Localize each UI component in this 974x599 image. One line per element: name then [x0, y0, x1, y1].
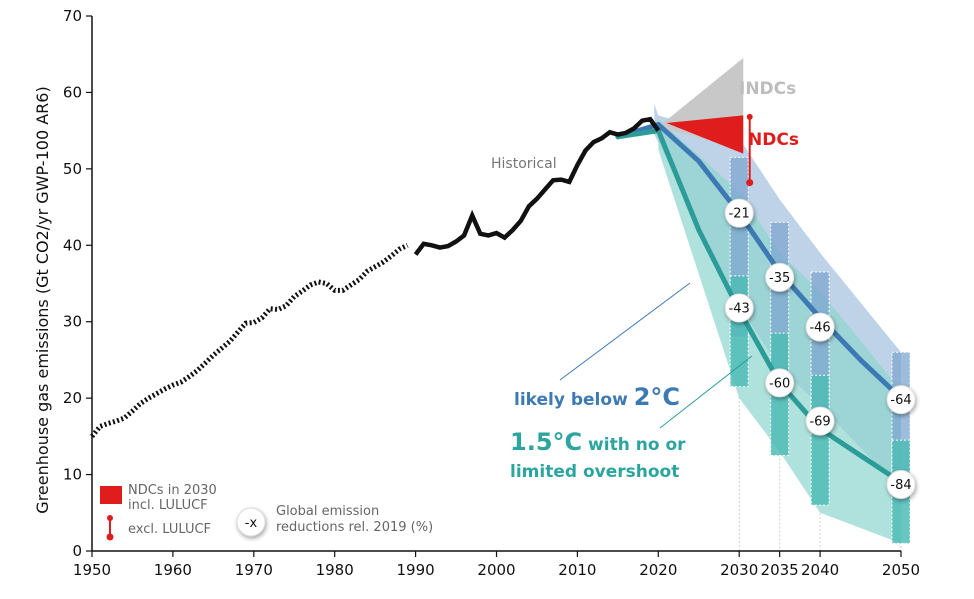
y-tick-label-20: 20	[63, 389, 82, 407]
ndcs-excl-top	[746, 113, 753, 120]
legend-circle-line1: Global emission	[276, 504, 379, 519]
ndcs-label: NDCs	[748, 130, 799, 150]
reduction-circle-0	[724, 198, 754, 228]
x-tick-label-2030: 2030	[720, 561, 758, 579]
legend-excl-text: excl. LULUCF	[128, 522, 211, 537]
historical-solid-line	[413, 116, 661, 256]
historical-label: Historical	[491, 156, 557, 172]
label-likely-2c: likely below 2°C	[514, 383, 680, 411]
x-tick-label-1970: 1970	[235, 561, 273, 579]
y-tick-label-50: 50	[63, 160, 82, 178]
leader-2c	[559, 282, 691, 381]
x-tick-label-2010: 2010	[558, 561, 596, 579]
label-15c: 1.5°C with no or	[510, 428, 686, 456]
label-15c-line2: limited overshoot	[510, 462, 679, 482]
y-tick-label-40: 40	[63, 236, 82, 254]
reduction-label-6: -69	[809, 415, 830, 430]
leader-15c	[659, 355, 753, 429]
series-lines	[615, 122, 904, 485]
reduction-circle-7	[886, 470, 916, 500]
legend-circle-icon	[236, 507, 266, 537]
legend: NDCs in 2030 incl. LULUCF excl. LULUCF -…	[100, 483, 433, 541]
reduction-label-2: -46	[809, 321, 830, 336]
reduction-label-3: -64	[890, 393, 911, 408]
x-tick-label-2035: 2035	[761, 561, 799, 579]
pledge-shapes	[658, 58, 754, 187]
reduction-circle-4	[724, 293, 754, 323]
reduction-circle-5	[765, 368, 795, 398]
legend-circle-symbol: -x	[245, 516, 258, 531]
y-tick-label-0: 0	[72, 542, 82, 560]
reduction-circle-1	[765, 262, 795, 292]
x-tick-label-2040: 2040	[801, 561, 839, 579]
y-tick-label-60: 60	[63, 83, 82, 101]
reduction-circle-6	[805, 406, 835, 436]
x-tick-label-1960: 1960	[154, 561, 192, 579]
series-line-2c	[615, 122, 904, 401]
legend-ndcs-line1: NDCs in 2030	[128, 483, 217, 498]
reduction-label-7: -84	[890, 478, 911, 493]
x-tick-label-2000: 2000	[477, 561, 515, 579]
reduction-labels: -21 -35 -46 -64 -43 -60 -69 -84	[724, 198, 916, 500]
reduction-label-5: -60	[769, 376, 790, 391]
x-tick-label-1950: 1950	[73, 561, 111, 579]
y-tick-label-30: 30	[63, 313, 82, 331]
reduction-circle-3	[886, 385, 916, 415]
y-tick-label-70: 70	[63, 7, 82, 25]
indcs-label: INDCs	[739, 79, 796, 99]
box-15c-2040	[810, 374, 830, 506]
series-line-15c	[615, 128, 904, 485]
legend-excl-dot-bottom	[106, 533, 114, 541]
legend-circle-line2: reductions rel. 2019 (%)	[276, 520, 433, 535]
x-tick-label-2020: 2020	[639, 561, 677, 579]
reduction-label-0: -21	[729, 207, 750, 222]
x-tick-label-1980: 1980	[316, 561, 354, 579]
ndcs-wedge	[666, 115, 744, 154]
ndcs-excl-bottom	[746, 179, 754, 187]
reduction-circle-2	[805, 312, 835, 342]
reduction-label-4: -43	[729, 301, 750, 316]
legend-excl-dot-top	[107, 515, 113, 521]
y-axis-label: Greenhouse gas emissions (Gt CO2/yr GWP-…	[33, 86, 52, 513]
historical-lines	[90, 116, 661, 438]
x-tick-label-1990: 1990	[397, 561, 435, 579]
legend-ndcs-swatch	[100, 486, 122, 504]
historical-dotted-line	[90, 243, 409, 438]
x-tick-label-2050: 2050	[882, 561, 920, 579]
legend-ndcs-line2: incl. LULUCF	[128, 498, 208, 513]
reduction-label-1: -35	[769, 271, 790, 286]
y-tick-label-10: 10	[63, 466, 82, 484]
